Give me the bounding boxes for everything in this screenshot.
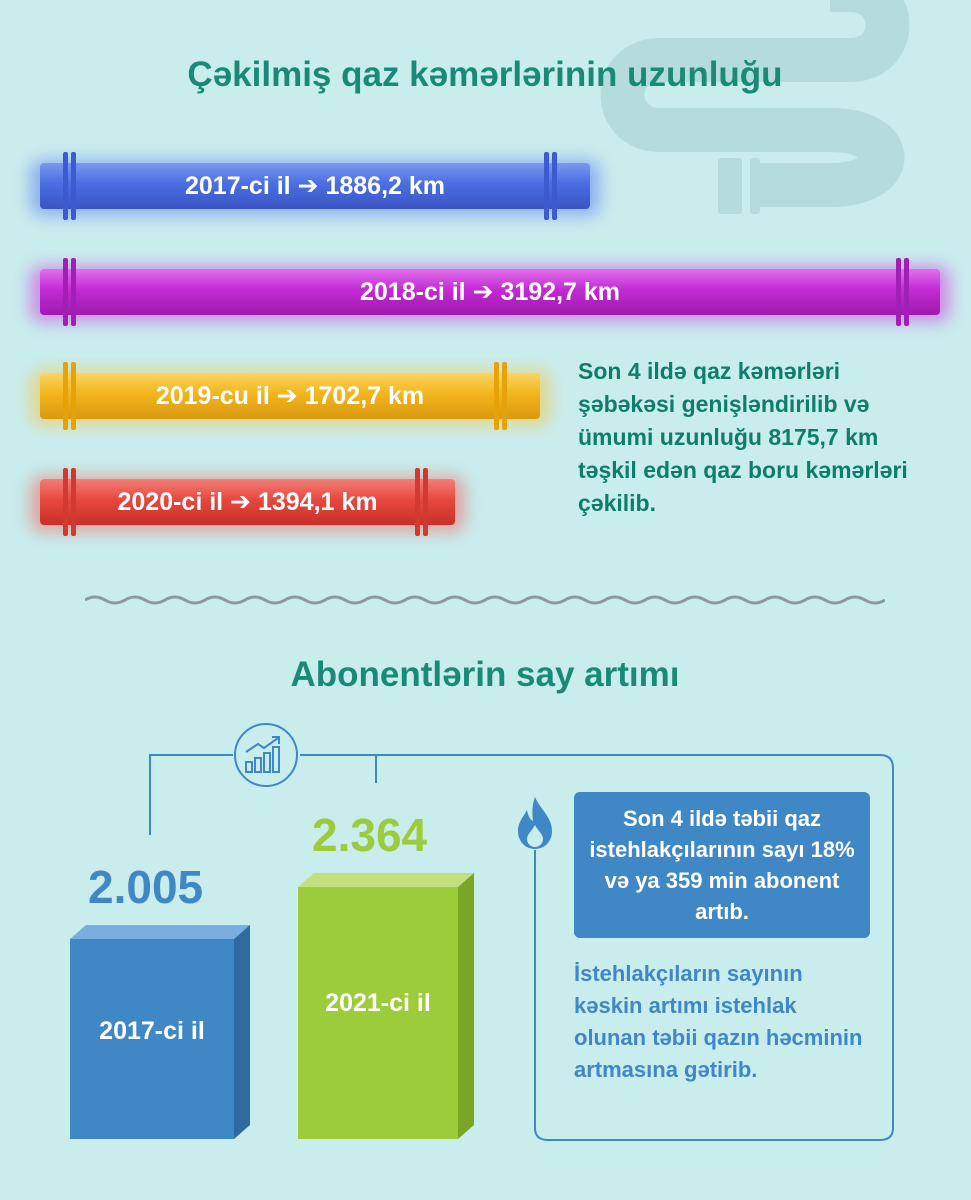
pipelines-title: Çəkilmiş qaz kəmərlərinin uzunluğu <box>187 55 783 94</box>
subscribers-note: İstehlakçıların sayının kəskin artımı is… <box>574 961 863 1082</box>
pipe-decoration-icon <box>600 0 910 214</box>
growth-chart-icon <box>234 723 298 787</box>
subscriber-bar-2021 <box>298 873 474 1139</box>
subscribers-title: Abonentlərin say artımı <box>290 655 680 694</box>
subscribers-highlight: Son 4 ildə təbii qaz istehlakçılarının s… <box>589 806 855 924</box>
subscriber-bar-label-2021: 2021-ci il <box>325 989 431 1017</box>
pipeline-label-2020: 2020-ci il ➔ 1394,1 km <box>117 488 378 516</box>
wave-divider <box>85 595 885 605</box>
subscribers-value-2021: 2.364 <box>312 809 428 861</box>
pipeline-label-2019: 2019-cu il ➔ 1702,7 km <box>155 382 425 410</box>
pipelines-note: Son 4 ildə qaz kəmərləri şəbəkəsi genişl… <box>578 358 908 516</box>
pipeline-bar-2018: 2018-ci il ➔ 3192,7 km <box>40 269 940 315</box>
pipeline-bar-2017: 2017-ci il ➔ 1886,2 km <box>40 163 590 209</box>
subscriber-bar-2017 <box>70 925 250 1139</box>
pipeline-bar-2019: 2019-cu il ➔ 1702,7 km <box>40 373 540 419</box>
pipeline-label-2018: 2018-ci il ➔ 3192,7 km <box>359 278 620 306</box>
subscribers-value-2017: 2.005 <box>88 861 204 913</box>
subscriber-bar-label-2017: 2017-ci il <box>99 1017 205 1045</box>
gas-flame-icon <box>518 797 552 849</box>
pipeline-bar-2020: 2020-ci il ➔ 1394,1 km <box>40 479 455 525</box>
pipeline-label-2017: 2017-ci il ➔ 1886,2 km <box>184 172 445 200</box>
subscribers-highlight-box: Son 4 ildə təbii qaz istehlakçılarının s… <box>574 792 870 938</box>
